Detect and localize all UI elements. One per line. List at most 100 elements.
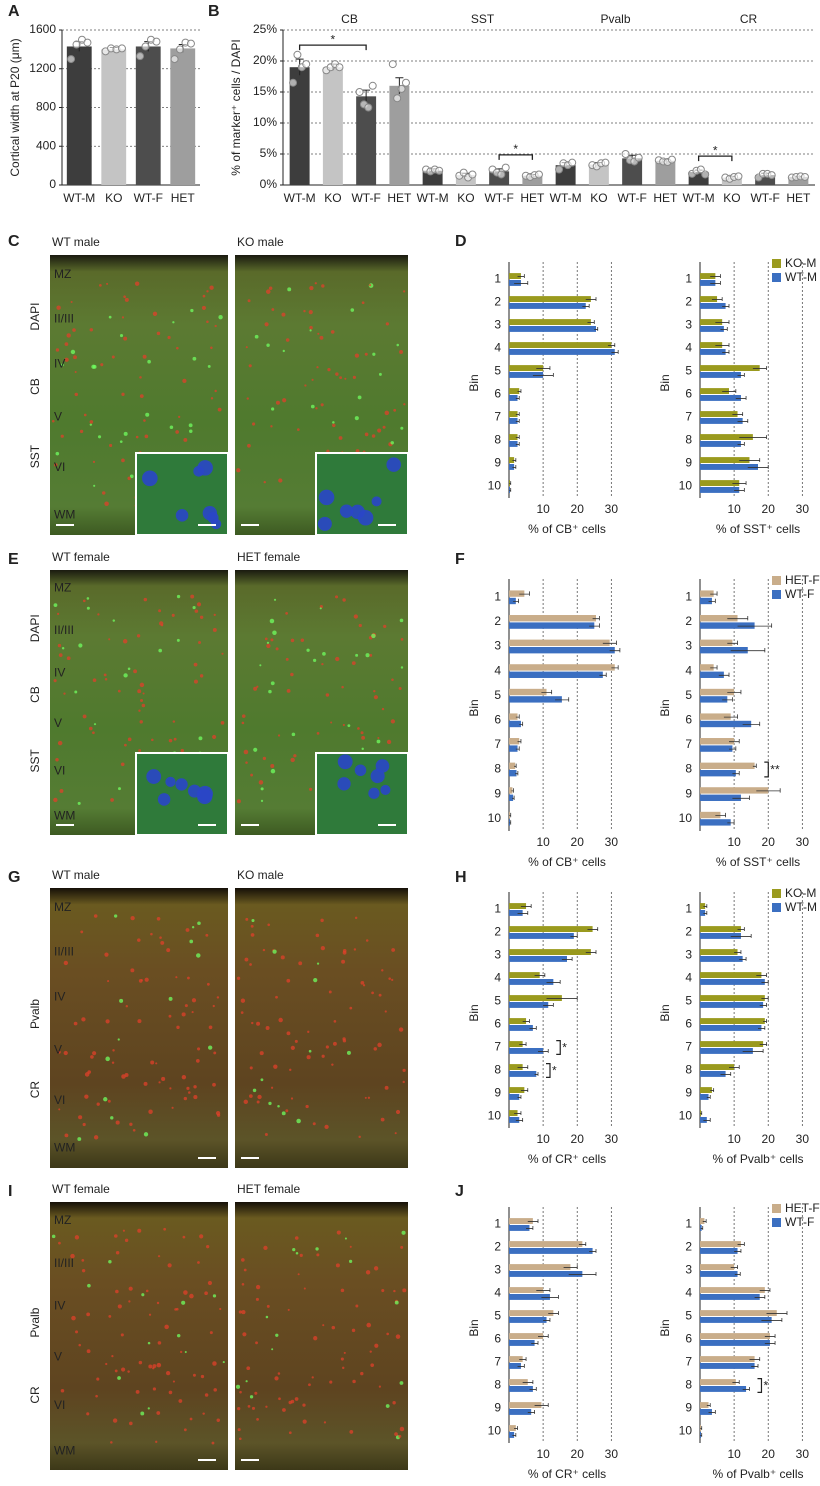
cell — [295, 1252, 299, 1255]
cell — [206, 320, 209, 324]
error-bar — [732, 771, 740, 776]
x-tick-label: 10 — [536, 1132, 550, 1146]
error-bar — [730, 934, 752, 938]
cell — [309, 329, 312, 332]
y-tick-label: 3 — [685, 639, 692, 653]
cell — [250, 924, 254, 928]
cell — [259, 664, 262, 667]
y-tick-label: 2 — [685, 614, 692, 628]
cell — [104, 952, 109, 957]
panel-letter: A — [8, 3, 20, 20]
cell — [175, 430, 179, 434]
cell — [186, 1086, 190, 1090]
cell — [74, 392, 79, 397]
cell — [142, 692, 145, 695]
y-tick-label: 1 — [685, 1217, 692, 1231]
cell — [275, 1333, 279, 1337]
cell — [400, 1245, 404, 1249]
cell — [263, 1245, 268, 1251]
x-tick-label: 30 — [796, 1447, 810, 1461]
error-bar — [752, 763, 757, 768]
cell — [74, 1235, 80, 1240]
cell — [168, 738, 173, 743]
y-tick-label: 3 — [494, 948, 501, 962]
cell — [294, 1397, 299, 1401]
x-tick-label: 30 — [605, 502, 619, 516]
cell — [123, 673, 128, 678]
bar — [509, 395, 518, 401]
data-point — [364, 103, 373, 112]
cell — [355, 1304, 359, 1308]
cell — [96, 1102, 100, 1106]
cell — [122, 1229, 126, 1232]
cell — [63, 960, 69, 966]
cell — [353, 948, 357, 951]
error-bar — [514, 281, 529, 285]
cell — [245, 761, 248, 764]
cell — [393, 1289, 396, 1293]
cell — [288, 1431, 292, 1435]
cell — [240, 998, 246, 1003]
cell — [148, 1364, 153, 1369]
image-title: HET female — [237, 550, 300, 564]
layer-label: V — [54, 1043, 62, 1057]
stain-label: DAPI — [28, 614, 42, 642]
cell — [86, 1412, 90, 1416]
cell — [53, 679, 57, 683]
cell — [111, 355, 115, 359]
cell — [148, 1109, 153, 1115]
significance-bracket — [556, 1040, 561, 1055]
data-point — [388, 60, 397, 69]
error-bar — [362, 89, 371, 103]
bar — [700, 365, 760, 371]
cell — [264, 637, 268, 641]
cell — [212, 628, 217, 632]
x-tick-label: 10 — [536, 502, 550, 516]
cell — [173, 737, 177, 741]
cell — [268, 689, 272, 694]
y-axis-label: Bin — [467, 374, 481, 391]
y-tick-label: 5 — [494, 688, 501, 702]
cell — [108, 1260, 112, 1264]
cell — [187, 976, 190, 980]
cell — [382, 425, 386, 429]
error-bar — [536, 1288, 551, 1292]
cell — [343, 1351, 346, 1354]
cell — [319, 607, 322, 610]
cell — [308, 1049, 312, 1053]
cell — [216, 996, 220, 999]
bar — [509, 273, 521, 279]
y-tick-label: 5 — [685, 1309, 692, 1323]
significance-label: * — [552, 1064, 557, 1078]
bar — [700, 903, 706, 909]
error-bar — [706, 1403, 711, 1407]
x-tick-label: WT-M — [63, 191, 95, 205]
cell — [362, 984, 366, 987]
cell — [315, 407, 318, 410]
cell — [86, 1349, 91, 1354]
error-bar — [761, 996, 769, 1000]
cell — [117, 1376, 121, 1380]
error-bar — [546, 996, 578, 1000]
error-bar — [732, 795, 750, 800]
cell — [241, 1309, 246, 1315]
cell — [213, 613, 216, 616]
bar — [522, 175, 543, 185]
cell — [137, 938, 141, 942]
cell — [155, 1440, 158, 1443]
x-tick-label: KO — [457, 191, 474, 205]
cell — [179, 1350, 183, 1354]
y-tick-label: 25% — [253, 22, 277, 36]
cell — [246, 397, 249, 400]
cell — [87, 1283, 91, 1288]
legend-swatch — [772, 576, 781, 585]
cell — [391, 678, 394, 682]
cell — [193, 1095, 198, 1100]
cell — [207, 364, 211, 368]
cell — [274, 1376, 279, 1381]
cell — [358, 623, 362, 628]
cell — [237, 1407, 241, 1411]
cell — [104, 501, 109, 507]
error-bar — [592, 616, 600, 621]
error-bar — [735, 396, 747, 400]
